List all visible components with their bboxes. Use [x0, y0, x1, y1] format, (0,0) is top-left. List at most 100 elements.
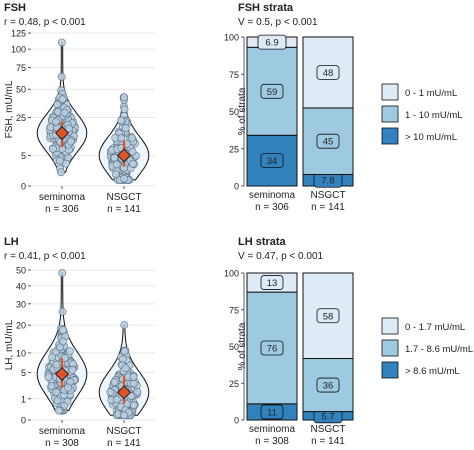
legend-label: 0 - 1.7 mU/mL	[405, 322, 465, 333]
panel-subtitle: r = 0.48, p < 0.001	[4, 17, 86, 28]
data-point	[129, 373, 138, 381]
data-label-box	[260, 340, 284, 356]
data-point	[110, 377, 119, 386]
data-label-box	[316, 133, 340, 149]
median-marker	[116, 148, 132, 163]
panel-title: FSH	[4, 2, 26, 14]
legend-swatch	[381, 83, 399, 101]
data-point	[128, 134, 137, 142]
data-label-box	[260, 404, 284, 420]
data-point	[57, 38, 66, 47]
data-point	[58, 337, 67, 346]
plot-area	[28, 269, 155, 423]
data-point	[106, 388, 115, 397]
data-point	[54, 406, 63, 415]
n-label: n = 141	[311, 436, 345, 447]
data-label-box	[316, 377, 340, 393]
legend-swatch	[381, 105, 399, 123]
n-label: n = 141	[311, 202, 345, 213]
data-point	[68, 365, 77, 374]
data-point	[120, 411, 128, 420]
y-tick-label: 50	[16, 266, 26, 276]
data-label-box	[316, 65, 340, 80]
data-point	[65, 347, 74, 356]
x-tick-label: seminoma	[249, 190, 296, 201]
data-label-box	[260, 153, 284, 169]
x-tick-label: NSGCT	[311, 424, 346, 435]
y-tick-label: 125	[11, 29, 26, 39]
legend: 0 - 1 mU/mL 1 - 10 mU/mL > 10 mU/mL	[381, 83, 463, 145]
legend-label: > 10 mU/mL	[405, 132, 457, 143]
data-point	[112, 160, 121, 169]
y-tick-label: 50	[229, 342, 239, 352]
data-point	[119, 355, 127, 363]
data-label: 48	[323, 68, 334, 79]
y-tick-label: 75	[229, 70, 239, 80]
x-tick-label: seminoma	[39, 426, 86, 437]
data-label: 11	[267, 407, 277, 418]
y-tick-label: 50	[16, 85, 26, 95]
y-tick-label: 100	[224, 33, 239, 43]
data-point	[117, 116, 126, 125]
data-point	[120, 321, 129, 330]
data-point	[52, 388, 61, 396]
data-point	[65, 124, 73, 133]
legend-label: 1.7 - 8.6 mU/mL	[405, 344, 473, 355]
median-marker	[54, 125, 70, 141]
data-label: 13	[267, 278, 278, 289]
data-point	[49, 145, 57, 153]
x-tick-label: NSGCT	[311, 190, 346, 201]
data-point	[58, 95, 67, 104]
y-tick-label: 0	[21, 416, 26, 426]
x-tick-label: NSGCT	[107, 192, 142, 203]
data-label-box	[260, 83, 284, 99]
data-point	[66, 137, 75, 146]
plot-area	[28, 32, 155, 189]
legend-label: > 8.6 mU/mL	[405, 366, 460, 377]
y-tick-label: 5	[21, 151, 26, 161]
data-point	[47, 382, 56, 390]
x-tick-label: seminoma	[249, 424, 296, 435]
data-point	[56, 156, 64, 165]
panel-title: LH	[4, 236, 19, 248]
data-point	[48, 353, 57, 362]
panel-subtitle: V = 0.5, p < 0.001	[238, 17, 318, 28]
panel-subtitle: r = 0.41, p < 0.001	[4, 251, 86, 262]
y-tick-label: 5	[21, 368, 26, 378]
y-tick-label: 20	[16, 321, 26, 331]
y-axis-label: LH, mU/mL	[4, 319, 15, 370]
plot-area	[241, 34, 354, 188]
panel-title: FSH strata	[238, 2, 294, 14]
median-marker	[116, 385, 132, 400]
data-point	[128, 147, 137, 156]
median-marker	[54, 366, 70, 382]
data-point	[59, 325, 68, 334]
data-point	[128, 159, 137, 168]
y-tick-label: 100	[224, 269, 239, 279]
data-point	[64, 383, 73, 392]
n-label: n = 306	[255, 202, 289, 213]
data-label: 6.9	[265, 38, 278, 49]
panel-title: LH strata	[238, 236, 287, 248]
n-label: n = 306	[45, 204, 79, 215]
data-point	[51, 117, 60, 126]
data-label: 34	[267, 156, 278, 167]
data-point	[121, 124, 130, 132]
n-label: n = 308	[45, 438, 79, 449]
data-label: 7.8	[321, 176, 334, 187]
y-tick-label: 25	[16, 113, 26, 123]
data-label-box	[260, 275, 284, 290]
data-point	[53, 396, 62, 405]
data-point	[120, 93, 129, 102]
x-tick-label: seminoma	[39, 192, 86, 203]
data-point	[127, 392, 135, 401]
data-point	[129, 401, 138, 409]
data-label: 59	[267, 87, 278, 98]
legend-swatch	[381, 339, 399, 357]
y-tick-label: 25	[229, 379, 239, 389]
legend-label: 1 - 10 mU/mL	[405, 110, 463, 121]
y-axis-label: FSH, mU/mL	[4, 80, 15, 138]
data-point	[112, 395, 121, 404]
x-tick-label: NSGCT	[107, 426, 142, 437]
y-tick-label: 30	[16, 299, 26, 309]
